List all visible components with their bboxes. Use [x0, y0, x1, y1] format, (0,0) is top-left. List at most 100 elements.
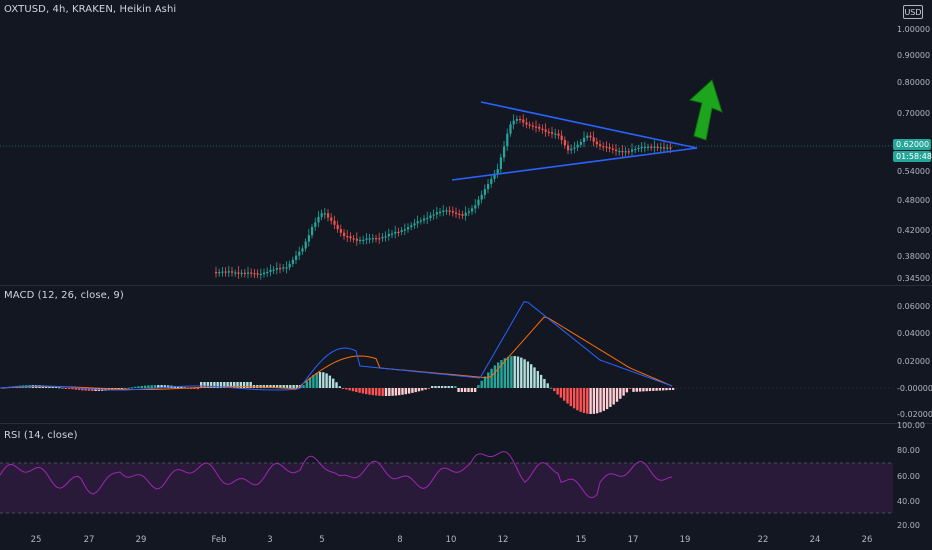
macd-histogram-bar	[229, 382, 233, 388]
candle-body	[615, 149, 618, 152]
macd-histogram-bar	[444, 386, 447, 388]
candle-body	[352, 238, 355, 240]
rsi-pane[interactable]: RSI (14, close)	[0, 424, 893, 532]
macd-histogram-bar	[384, 388, 388, 396]
macd-histogram-bar	[490, 368, 493, 388]
macd-histogram-bar	[58, 387, 61, 389]
macd-histogram-bar	[605, 388, 609, 410]
macd-histogram-bar	[335, 382, 338, 388]
macd-histogram-bar	[503, 358, 506, 388]
candle-body	[359, 239, 362, 242]
macd-histogram-bar	[216, 382, 219, 388]
candle-body	[368, 238, 371, 240]
time-axis[interactable]: 25 27 29 Feb 3 5 8 10 12 15 17 19 22 24 …	[0, 532, 932, 550]
candle-body	[291, 259, 294, 264]
macd-histogram-bar	[536, 370, 539, 388]
candle-body	[493, 173, 496, 179]
macd-histogram-bar	[523, 359, 526, 388]
macd-histogram-bar	[671, 388, 675, 390]
macd-histogram-bar	[236, 382, 239, 388]
macd-line	[0, 301, 673, 391]
main-chart-pane[interactable]	[0, 0, 893, 285]
macd-histogram-bar	[655, 388, 658, 391]
macd-histogram-bar	[546, 383, 549, 388]
macd-histogram-bar	[543, 379, 546, 388]
candle-body	[557, 133, 560, 136]
candle-body	[339, 229, 342, 233]
candle-body	[362, 239, 365, 241]
candle-body	[535, 126, 538, 128]
macd-histogram-bar	[483, 376, 487, 388]
macd-histogram-bar	[579, 388, 582, 412]
macd-histogram-bar	[374, 388, 378, 396]
candle-body	[544, 129, 547, 132]
macd-histogram-bar	[530, 364, 533, 388]
macd-histogram-bar	[556, 388, 559, 395]
macd-histogram-bar	[619, 388, 622, 399]
candle-body	[279, 268, 282, 270]
time-tick: 24	[809, 535, 821, 545]
candle-body	[560, 135, 563, 141]
macd-chart	[0, 301, 893, 414]
candle-body	[455, 212, 458, 214]
candle-body	[663, 147, 666, 149]
macd-histogram-bar	[355, 388, 358, 393]
macd-histogram-bar	[368, 388, 371, 395]
candle-body	[589, 135, 592, 138]
candle-body	[621, 151, 624, 153]
candle-body	[384, 236, 387, 238]
candle-body	[451, 211, 454, 213]
macd-histogram-bar	[401, 388, 404, 395]
candle-body	[426, 217, 429, 220]
macd-histogram-bar	[289, 385, 292, 388]
candle-body	[531, 125, 534, 127]
candle-body	[346, 236, 349, 238]
macd-histogram-bar	[361, 388, 365, 394]
macd-histogram-bar	[153, 385, 157, 388]
macd-histogram-bar	[157, 385, 160, 388]
candle-body	[487, 184, 490, 190]
macd-histogram-bar	[622, 388, 625, 396]
macd-histogram-bar	[566, 388, 569, 404]
candle-body	[224, 271, 227, 273]
macd-histogram-bar	[553, 388, 556, 392]
macd-histogram-bar	[599, 388, 602, 413]
macd-histogram-bar	[239, 382, 242, 388]
macd-histogram-bar	[180, 386, 183, 388]
candle-body	[477, 199, 480, 206]
candle-body	[410, 225, 413, 228]
macd-histogram-bar	[305, 381, 308, 388]
macd-histogram-bar	[589, 388, 592, 414]
currency-button[interactable]: USD	[903, 5, 923, 19]
candle-body	[375, 238, 378, 240]
macd-histogram-bar	[64, 388, 68, 389]
rsi-tick: 100.00	[897, 421, 925, 430]
candle-body	[458, 213, 461, 216]
macd-histogram-bar	[143, 385, 147, 388]
time-tick: 10	[445, 535, 457, 545]
candle-body	[605, 146, 608, 148]
candle-body	[394, 231, 397, 234]
candle-body	[240, 272, 243, 275]
macd-histogram-bar	[559, 388, 563, 398]
time-tick: 5	[319, 535, 325, 545]
macd-histogram-bar	[308, 377, 312, 388]
price-axis[interactable]: 1.00000 0.90000 0.80000 0.70000 0.54000 …	[893, 0, 932, 532]
price-tick: 0.42000	[897, 226, 931, 235]
macd-histogram-bar	[609, 388, 612, 407]
time-tick: 17	[627, 535, 639, 545]
candle-body	[519, 118, 522, 121]
candle-body	[314, 222, 317, 227]
candle-body	[637, 147, 640, 149]
candle-body	[256, 273, 259, 275]
macd-histogram-bar	[437, 386, 440, 388]
macd-histogram-bar	[632, 388, 635, 392]
macd-histogram-bar	[318, 372, 322, 388]
candle-body	[583, 137, 586, 142]
macd-histogram-bar	[378, 388, 381, 396]
candle-body	[304, 241, 307, 249]
up-arrow-icon	[688, 79, 723, 141]
macd-pane[interactable]: MACD (12, 26, close, 9)	[0, 286, 893, 423]
candle-body	[327, 213, 330, 218]
macd-histogram-bar	[282, 385, 285, 388]
